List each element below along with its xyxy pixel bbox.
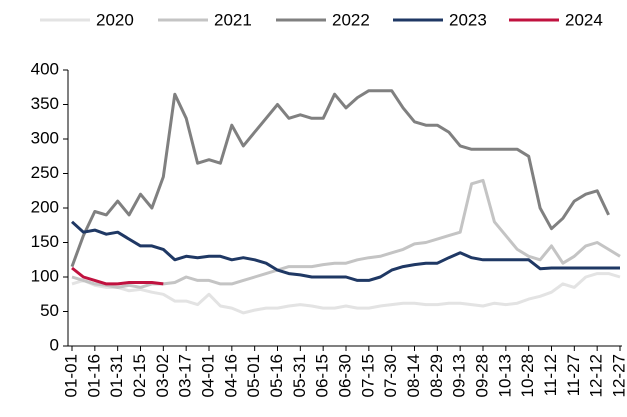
x-tick-label: 11-12 bbox=[541, 354, 560, 396]
y-tick-label: 200 bbox=[31, 197, 59, 216]
y-tick-label: 250 bbox=[31, 163, 59, 182]
x-tick-label: 01-31 bbox=[107, 354, 126, 397]
legend-label: 2022 bbox=[332, 10, 370, 29]
series-line bbox=[70, 89, 610, 268]
x-tick-label: 07-15 bbox=[358, 354, 377, 397]
legend-label: 2024 bbox=[565, 10, 603, 29]
x-tick-label: 01-01 bbox=[61, 354, 80, 397]
legend-label: 2023 bbox=[449, 10, 487, 29]
x-tick-label: 03-17 bbox=[176, 354, 195, 397]
x-tick-label: 07-30 bbox=[381, 354, 400, 397]
series-line bbox=[71, 266, 164, 286]
y-tick-label: 100 bbox=[31, 266, 59, 285]
x-tick-label: 08-14 bbox=[404, 354, 423, 397]
x-tick-label: 06-30 bbox=[335, 354, 354, 397]
x-tick-label: 09-28 bbox=[472, 354, 491, 397]
x-tick-label: 04-16 bbox=[221, 354, 240, 397]
x-tick-label: 03-02 bbox=[153, 354, 172, 397]
x-tick-label: 05-16 bbox=[267, 354, 286, 397]
x-tick-label: 04-01 bbox=[198, 354, 217, 397]
x-tick-label: 05-01 bbox=[244, 354, 263, 397]
series-line bbox=[71, 272, 621, 315]
x-tick-label: 05-31 bbox=[290, 354, 309, 397]
x-tick-label: 08-29 bbox=[427, 354, 446, 397]
y-tick-label: 0 bbox=[50, 335, 59, 354]
x-tick-label: 10-28 bbox=[518, 354, 537, 397]
y-tick-label: 350 bbox=[31, 94, 59, 113]
y-tick-label: 150 bbox=[31, 232, 59, 251]
y-tick-label: 50 bbox=[40, 301, 59, 320]
x-tick-label: 11-27 bbox=[564, 354, 583, 396]
y-tick-label: 300 bbox=[31, 128, 59, 147]
legend-label: 2021 bbox=[214, 10, 252, 29]
x-tick-label: 01-16 bbox=[84, 354, 103, 397]
series-line bbox=[70, 220, 620, 282]
legend-label: 2020 bbox=[96, 10, 134, 29]
x-tick-label: 12-27 bbox=[609, 354, 627, 397]
x-tick-label: 02-15 bbox=[130, 354, 149, 397]
x-tick-label: 12-12 bbox=[587, 354, 606, 397]
x-tick-label: 06-15 bbox=[313, 354, 332, 397]
x-tick-label: 10-13 bbox=[495, 354, 514, 397]
y-tick-label: 400 bbox=[31, 59, 59, 78]
x-tick-label: 09-13 bbox=[450, 354, 469, 397]
